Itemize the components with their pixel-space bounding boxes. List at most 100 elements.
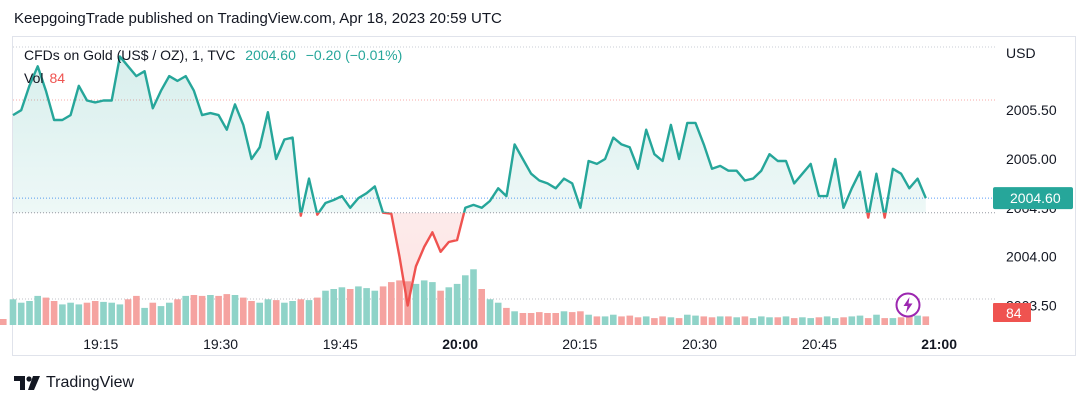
volume-bar	[437, 290, 444, 325]
volume-bar	[560, 311, 568, 325]
legend-vol-label: Vol	[24, 70, 44, 86]
volume-bar	[453, 283, 461, 325]
volume-bar	[240, 297, 247, 325]
volume-bars	[0, 269, 930, 325]
last-volume-tag-label: 84	[1006, 305, 1022, 321]
area-below-base	[300, 212, 886, 306]
volume-bar	[832, 318, 839, 325]
volume-bar	[503, 307, 510, 325]
volume-bar	[396, 280, 403, 325]
x-tick-label: 19:45	[323, 336, 358, 352]
volume-bar	[338, 287, 346, 325]
volume-bar	[494, 302, 502, 325]
tradingview-logo[interactable]: TradingView	[14, 374, 134, 392]
volume-bar	[577, 311, 584, 325]
volume-bar	[256, 302, 263, 325]
volume-bar	[725, 316, 732, 325]
last-price-tag	[993, 187, 1073, 210]
volume-bar	[108, 302, 115, 325]
volume-bar	[848, 316, 856, 325]
volume-bar	[182, 295, 189, 325]
volume-bar	[807, 318, 814, 325]
x-tick-label: 20:15	[562, 336, 597, 352]
volume-bar	[371, 290, 379, 325]
volume-bar	[593, 316, 601, 325]
volume-bar	[889, 318, 897, 325]
y-tick-label: 2005.00	[1006, 151, 1057, 167]
time-axis[interactable]: 19:15 19:30 19:45 20:00 20:15 20:30 20:45 21:00	[83, 336, 957, 352]
volume-bar	[766, 317, 773, 325]
volume-bar	[330, 289, 337, 325]
volume-bar	[700, 316, 708, 325]
volume-bar	[708, 317, 716, 325]
volume-bar	[116, 304, 124, 325]
legend-last-price: 2004.60	[245, 47, 296, 63]
brand-name: TradingView	[46, 374, 135, 391]
volume-bar	[248, 301, 255, 325]
volume-bar	[823, 316, 831, 325]
volume-bar	[445, 287, 453, 325]
last-volume-tag	[993, 303, 1031, 322]
volume-bar	[486, 299, 494, 325]
legend-change: −0.20 (−0.01%)	[305, 47, 403, 63]
volume-bar	[840, 317, 847, 325]
legend-main: CFDs on Gold (US$ / OZ), 1, TVC 2004.60 …	[24, 47, 402, 63]
volume-bar	[124, 299, 132, 325]
volume-bar	[207, 295, 214, 325]
volume-bar	[388, 282, 395, 325]
volume-bar	[420, 280, 428, 325]
legend-symbol: CFDs on Gold (US$ / OZ), 1, TVC	[24, 47, 236, 63]
x-tick-label: 20:00	[442, 336, 478, 352]
volume-bar	[684, 314, 691, 325]
volume-bar	[91, 301, 99, 325]
volume-bar	[50, 301, 58, 325]
volume-bar	[922, 316, 930, 325]
volume-bar	[100, 301, 107, 325]
volume-bar	[379, 286, 387, 325]
volume-bar	[26, 301, 33, 325]
lightning-icon[interactable]	[895, 292, 921, 318]
area-above-base	[13, 56, 926, 213]
volume-bar	[289, 301, 296, 325]
x-tick-label: 19:15	[83, 336, 118, 352]
volume-bar	[462, 275, 469, 325]
volume-bar	[815, 317, 823, 325]
y-tick-label: 2004.00	[1006, 249, 1057, 265]
volume-bar	[585, 314, 592, 325]
volume-bar	[281, 302, 288, 325]
volume-bar	[198, 295, 206, 325]
tv-logo-icon	[14, 376, 40, 390]
volume-bar	[297, 299, 305, 325]
volume-bar	[346, 289, 354, 325]
volume-bar	[568, 312, 576, 325]
volume-bar	[675, 318, 683, 325]
volume-bar	[272, 300, 280, 325]
chart-frame	[12, 36, 1076, 356]
volume-bar	[864, 318, 872, 325]
currency-label: USD	[1006, 45, 1036, 61]
volume-bar	[470, 269, 477, 325]
volume-bar	[856, 315, 864, 325]
volume-bar	[83, 302, 91, 325]
volume-bar	[231, 295, 239, 325]
volume-bar	[716, 316, 724, 325]
volume-bar	[174, 299, 181, 325]
volume-bar	[141, 307, 148, 325]
volume-bar	[511, 311, 518, 325]
volume-bar	[215, 295, 222, 325]
x-tick-label: 19:30	[203, 336, 238, 352]
volume-bar	[9, 299, 17, 325]
volume-bar	[536, 312, 543, 325]
volume-bar	[651, 318, 658, 325]
volume-bar	[618, 316, 625, 325]
volume-bar	[873, 314, 880, 325]
volume-bar	[733, 317, 740, 325]
volume-bar	[412, 283, 420, 325]
volume-bar	[799, 317, 806, 325]
volume-bar	[634, 317, 642, 325]
volume-bar	[190, 295, 198, 325]
volume-bar	[363, 288, 370, 325]
volume-bar	[906, 314, 913, 325]
